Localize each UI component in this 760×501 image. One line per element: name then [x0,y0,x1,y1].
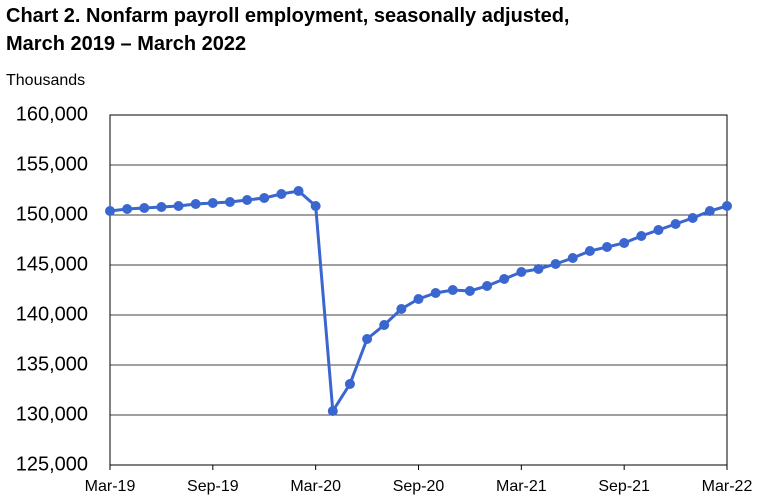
data-point [550,259,561,269]
data-point [190,199,201,209]
y-tick-label: 160,000 [16,103,88,125]
data-point [704,206,715,216]
data-point [327,406,338,416]
y-tick-label: 125,000 [16,453,88,475]
data-point [602,242,613,252]
data-point [207,198,218,208]
data-point [139,203,150,213]
chart-title: Chart 2. Nonfarm payroll employment, sea… [6,5,570,27]
data-point [533,264,544,274]
x-tick-label: Mar-21 [496,478,547,495]
data-point [722,201,732,211]
data-point [584,246,595,256]
x-tick-label: Sep-20 [393,478,445,495]
data-point [670,219,681,229]
data-point [224,197,235,207]
data-point [276,189,287,199]
data-point [122,204,133,214]
data-point [636,231,647,241]
data-point [396,304,407,314]
data-point [567,253,578,263]
data-point [156,202,167,212]
y-tick-label: 145,000 [16,253,88,275]
data-point [687,213,698,223]
x-tick-label: Sep-21 [598,478,650,495]
data-point [430,288,441,298]
y-tick-label: 135,000 [16,353,88,375]
plot-border [109,114,728,466]
y-tick-label: 140,000 [16,303,88,325]
y-tick-label: 155,000 [16,153,88,175]
y-tick-label: 150,000 [16,203,88,225]
data-point [242,195,253,205]
data-point [259,193,270,203]
data-point [293,186,304,196]
data-point [310,201,321,211]
chart-title: March 2019 – March 2022 [6,33,246,55]
data-point [653,225,664,235]
x-tick-label: Mar-19 [85,478,136,495]
data-point [499,274,510,284]
data-point [413,294,424,304]
data-point [447,285,458,295]
x-tick-label: Sep-19 [187,478,239,495]
data-point [516,267,527,277]
y-tick-label: 130,000 [16,403,88,425]
data-point [362,334,373,344]
data-point [464,286,475,296]
y-axis-label: Thousands [6,72,85,89]
x-tick-label: Mar-22 [702,478,753,495]
data-point [619,238,630,248]
data-point [344,379,355,389]
data-point [482,281,493,291]
data-point [173,201,184,211]
data-point [379,320,390,330]
x-tick-label: Mar-20 [290,478,341,495]
data-point [105,206,115,216]
